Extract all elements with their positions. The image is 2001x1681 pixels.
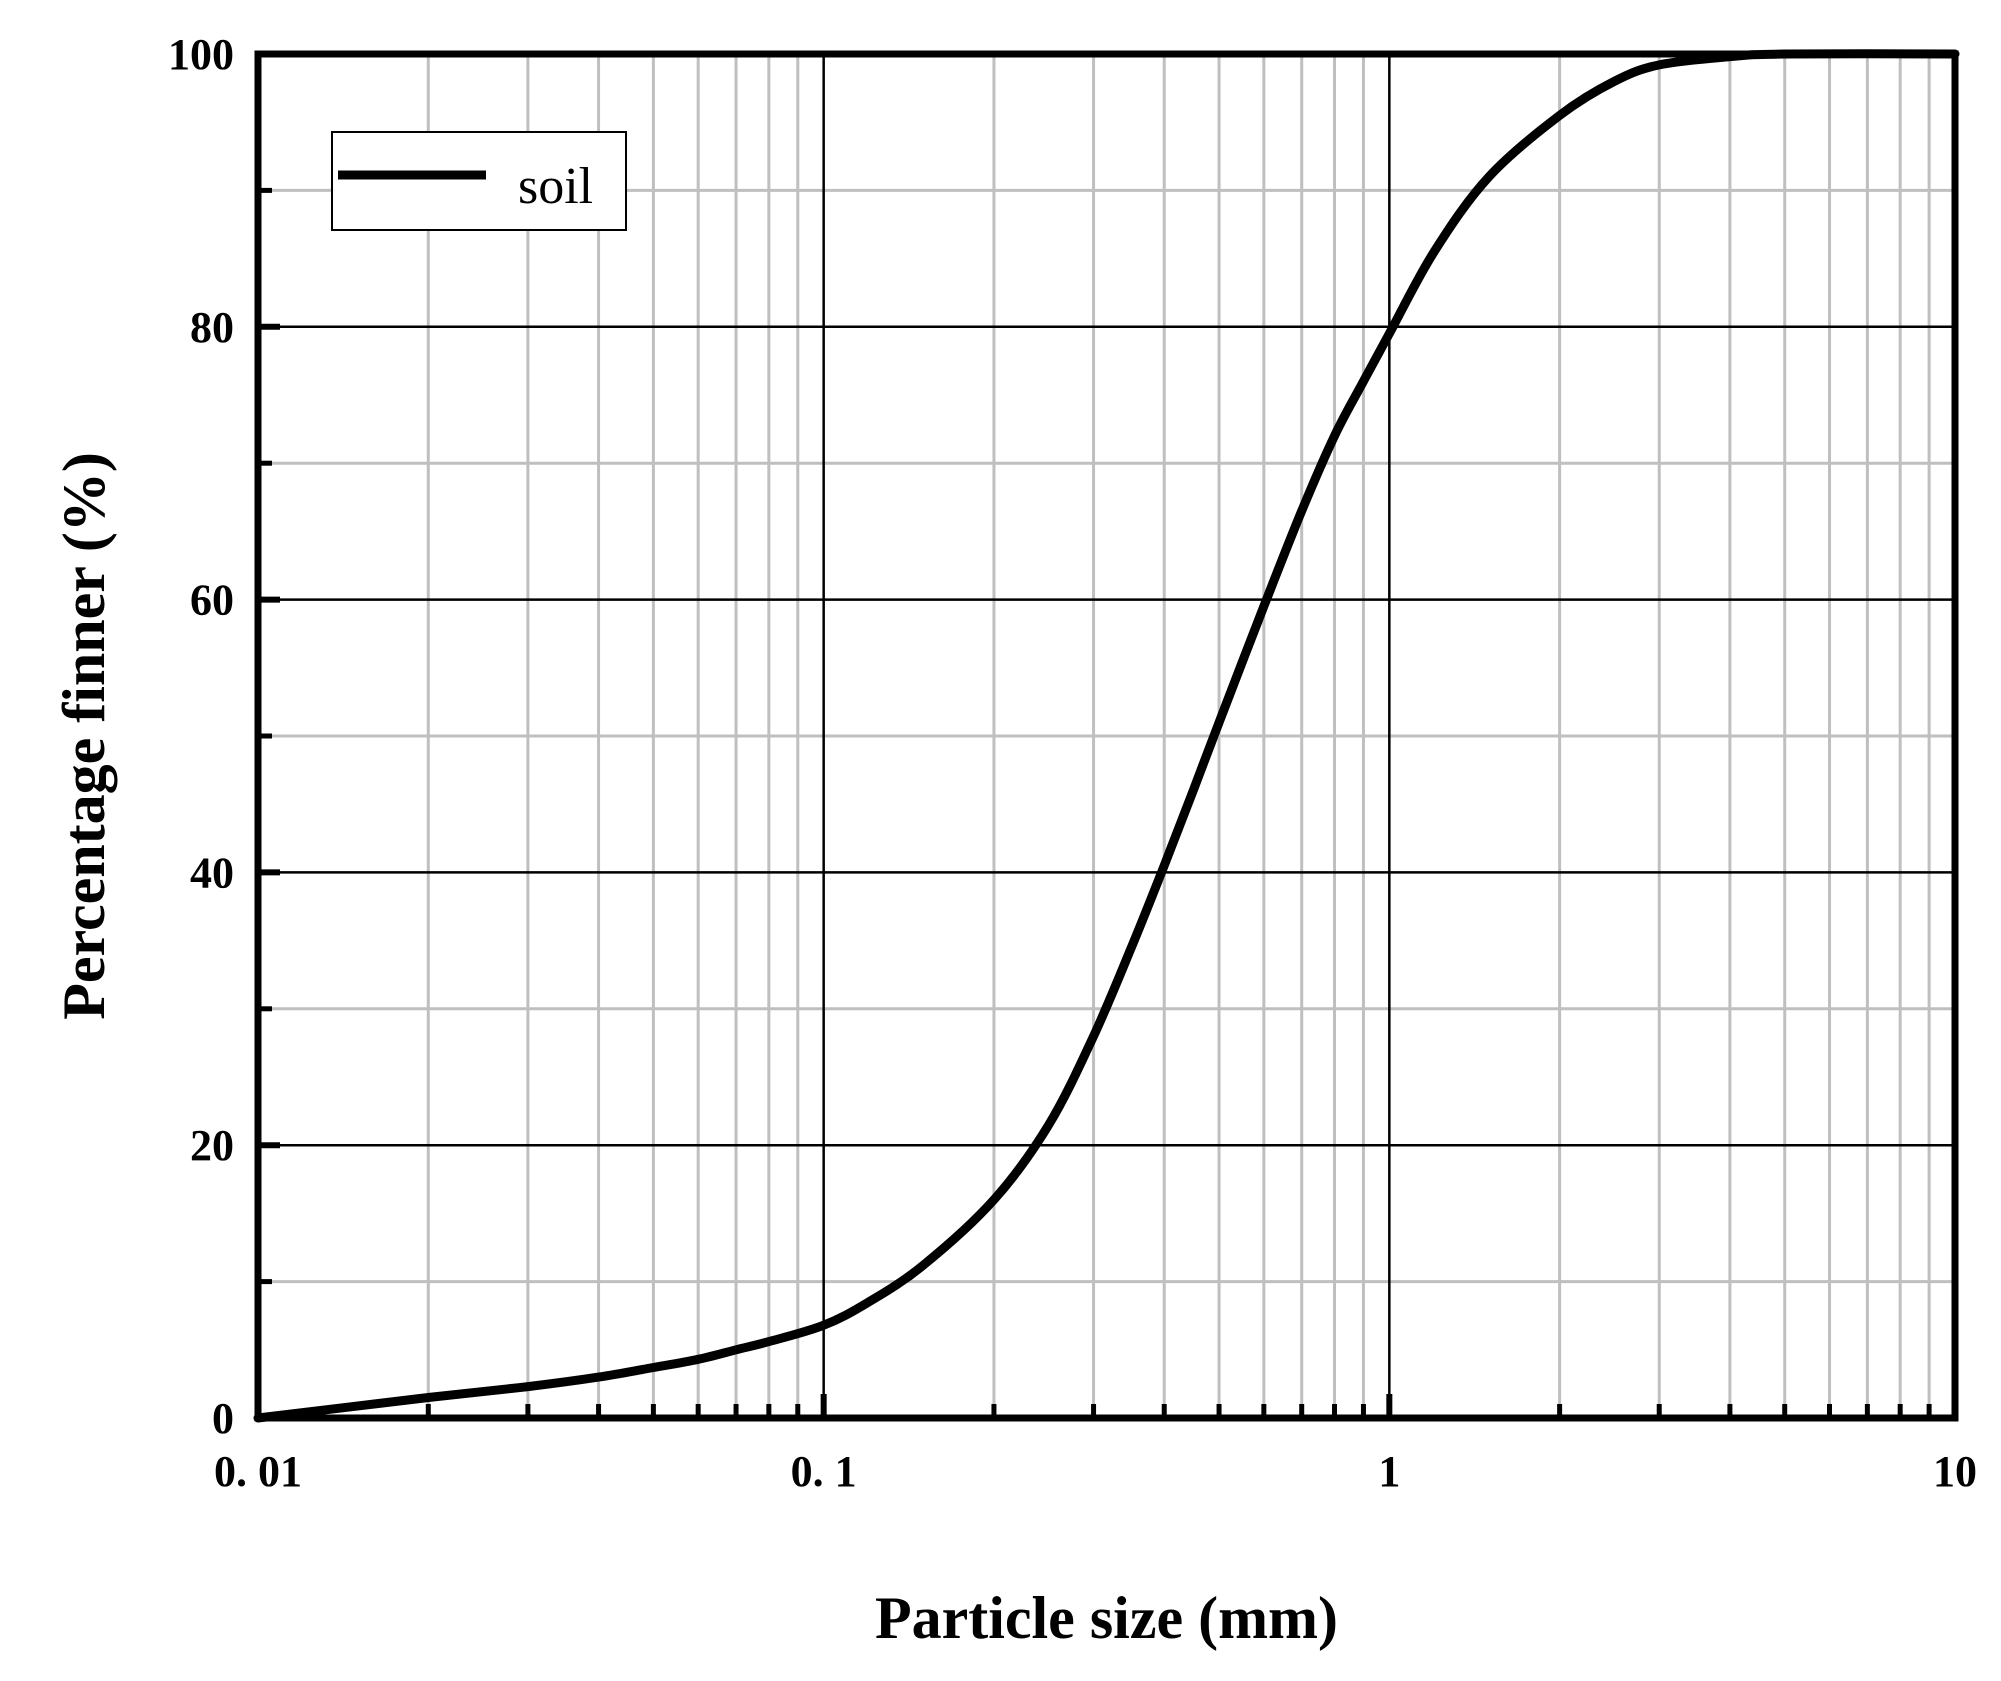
legend-label-soil: soil (518, 158, 593, 215)
y-tick-label: 80 (190, 303, 234, 352)
series-layer (253, 49, 1960, 1423)
y-tick-label: 100 (168, 30, 234, 79)
y-tick-labels: 0 20 40 60 80 100 (168, 30, 234, 1443)
axis-ticks (255, 51, 1958, 1421)
y-tick-label: 60 (190, 576, 234, 625)
x-tick-label: 1 (1378, 1447, 1400, 1496)
legend-box (331, 131, 627, 231)
x-axis-title: Particle size (mm) (875, 1585, 1338, 1651)
y-tick-label: 40 (190, 848, 234, 897)
y-tick-label: 0 (212, 1394, 234, 1443)
x-tick-label: 0. 1 (791, 1447, 857, 1496)
legend: soil (331, 131, 627, 231)
series-line-soil (253, 49, 1960, 1423)
x-tick-label: 10 (1933, 1447, 1977, 1496)
major-grid (258, 54, 1955, 1418)
y-axis-title: Percentage finner (%) (51, 452, 117, 1020)
minor-grid (258, 54, 1955, 1418)
x-tick-labels: 0. 01 0. 1 1 10 (214, 1447, 1977, 1496)
y-tick-label: 20 (190, 1121, 234, 1170)
x-tick-label: 0. 01 (214, 1447, 302, 1496)
